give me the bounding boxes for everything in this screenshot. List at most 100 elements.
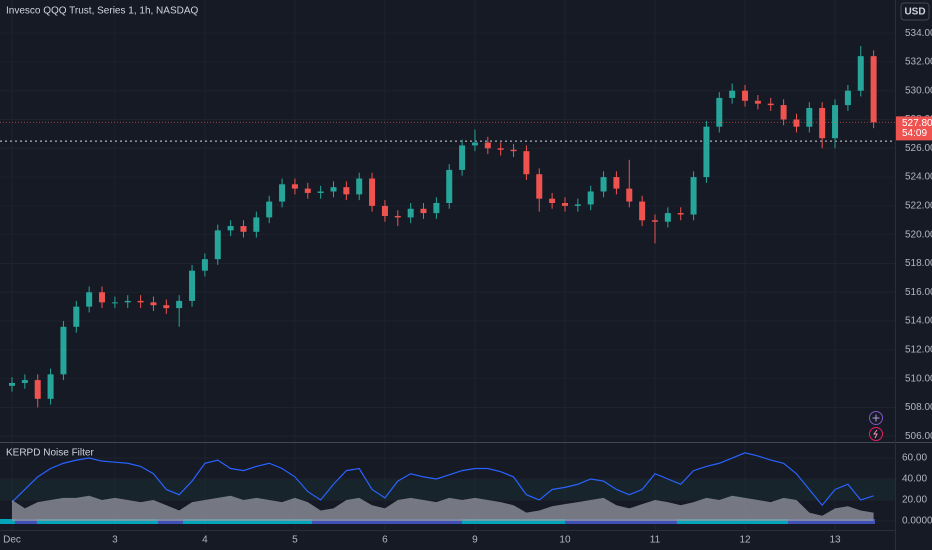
candle-body — [279, 184, 286, 202]
candle-body — [677, 213, 684, 215]
candle-body — [523, 151, 530, 175]
candle-body — [253, 217, 260, 232]
candle-body — [137, 300, 144, 303]
area — [12, 495, 874, 521]
candle-body — [549, 198, 556, 204]
candle-body — [459, 145, 466, 170]
add-icon[interactable] — [869, 411, 883, 425]
candle-body — [99, 292, 106, 303]
candle-body — [574, 204, 581, 206]
countdown: 54:09 — [902, 128, 927, 139]
candle-body — [664, 213, 671, 222]
currency[interactable]: USD — [904, 7, 925, 18]
candle-body — [330, 187, 337, 192]
candle-body — [536, 174, 543, 199]
candle-body — [343, 187, 350, 195]
y-tick-label: 512.00 — [905, 344, 932, 355]
candle-body — [60, 326, 67, 375]
x-tick-label: 12 — [739, 535, 751, 546]
indicator-title: KERPD Noise Filter — [6, 448, 94, 459]
candle-body — [600, 177, 607, 192]
y-tick-label: 508.00 — [905, 402, 932, 413]
regime-segment — [158, 519, 183, 524]
y-tick-label: 534.00 — [905, 28, 932, 39]
regime-segment — [565, 519, 677, 524]
x-tick-label: 11 — [650, 535, 661, 546]
add-icon-plus — [872, 414, 880, 422]
y-tick-label: 518.00 — [905, 258, 932, 269]
candle-body — [189, 270, 196, 301]
candle-body — [742, 90, 749, 101]
alert-icon[interactable] — [869, 427, 883, 441]
alert-icon-bolt — [873, 429, 878, 439]
candle-body — [291, 184, 298, 189]
candle-body — [870, 56, 877, 123]
x-tick-label: 3 — [112, 535, 118, 546]
candle-body — [832, 105, 839, 139]
candle-body — [754, 100, 761, 104]
candle-body — [806, 107, 813, 127]
candle-body — [304, 188, 311, 193]
x-tick-label: 13 — [829, 535, 841, 546]
candle-body — [356, 178, 363, 195]
x-tick-label: 4 — [202, 535, 208, 546]
candle-body — [420, 208, 427, 214]
candle-body — [433, 203, 440, 214]
y-tick-label: 514.00 — [905, 316, 932, 327]
neutral-zone — [0, 478, 895, 500]
candle-body — [317, 191, 324, 193]
candle-body — [484, 142, 491, 149]
y-tick-label: 60.00 — [902, 453, 927, 464]
candle-body — [626, 188, 633, 202]
y-tick-label: 510.00 — [905, 373, 932, 384]
candle-body — [561, 203, 568, 206]
y-tick-label: 20.00 — [902, 495, 927, 506]
candle-body — [111, 302, 118, 304]
candle-body — [150, 302, 157, 306]
candle-body — [703, 126, 710, 178]
candle-body — [381, 205, 388, 216]
y-tick-label: 530.00 — [905, 85, 932, 96]
candle-body — [587, 191, 594, 205]
y-tick-label: 520.00 — [905, 229, 932, 240]
candle-body — [86, 292, 93, 307]
candle-body — [407, 208, 414, 218]
currency-button[interactable] — [900, 2, 930, 21]
x-tick-label: 5 — [292, 535, 298, 546]
candle-body — [214, 230, 221, 260]
y-tick-label: 0.0000 — [902, 516, 932, 527]
candle-body — [21, 380, 28, 383]
regime-segment — [788, 519, 875, 524]
candle-body — [9, 382, 15, 386]
line — [11, 452, 874, 507]
candle-body — [652, 220, 658, 222]
symbol-title: Invesco QQQ Trust, Series 1, 1h, NASDAQ — [6, 6, 199, 17]
candle-body — [857, 56, 864, 91]
candle-body — [639, 201, 646, 221]
candle-body — [780, 105, 787, 120]
candle-body — [510, 149, 517, 152]
candle-body — [266, 201, 273, 218]
candle-body — [793, 119, 800, 127]
candle-body — [613, 177, 620, 189]
candle-body — [34, 380, 41, 399]
candle-body — [163, 305, 170, 309]
candle-body — [227, 226, 234, 231]
candle-body — [394, 215, 401, 218]
candle-body — [446, 169, 453, 204]
x-tick-label: 9 — [472, 535, 478, 546]
last-price-label: 527.80 — [902, 118, 932, 129]
y-tick-label: 40.00 — [902, 474, 927, 485]
y-tick-label: 524.00 — [905, 172, 932, 183]
candle-body — [201, 259, 208, 271]
candle-body — [124, 300, 131, 303]
candle-body — [47, 374, 54, 399]
candle-body — [471, 142, 478, 146]
y-tick-label: 526.00 — [905, 143, 932, 154]
x-tick-label: 6 — [382, 535, 388, 546]
candle-body — [729, 90, 736, 98]
regime-segment — [15, 519, 37, 524]
candle-body — [819, 107, 826, 139]
